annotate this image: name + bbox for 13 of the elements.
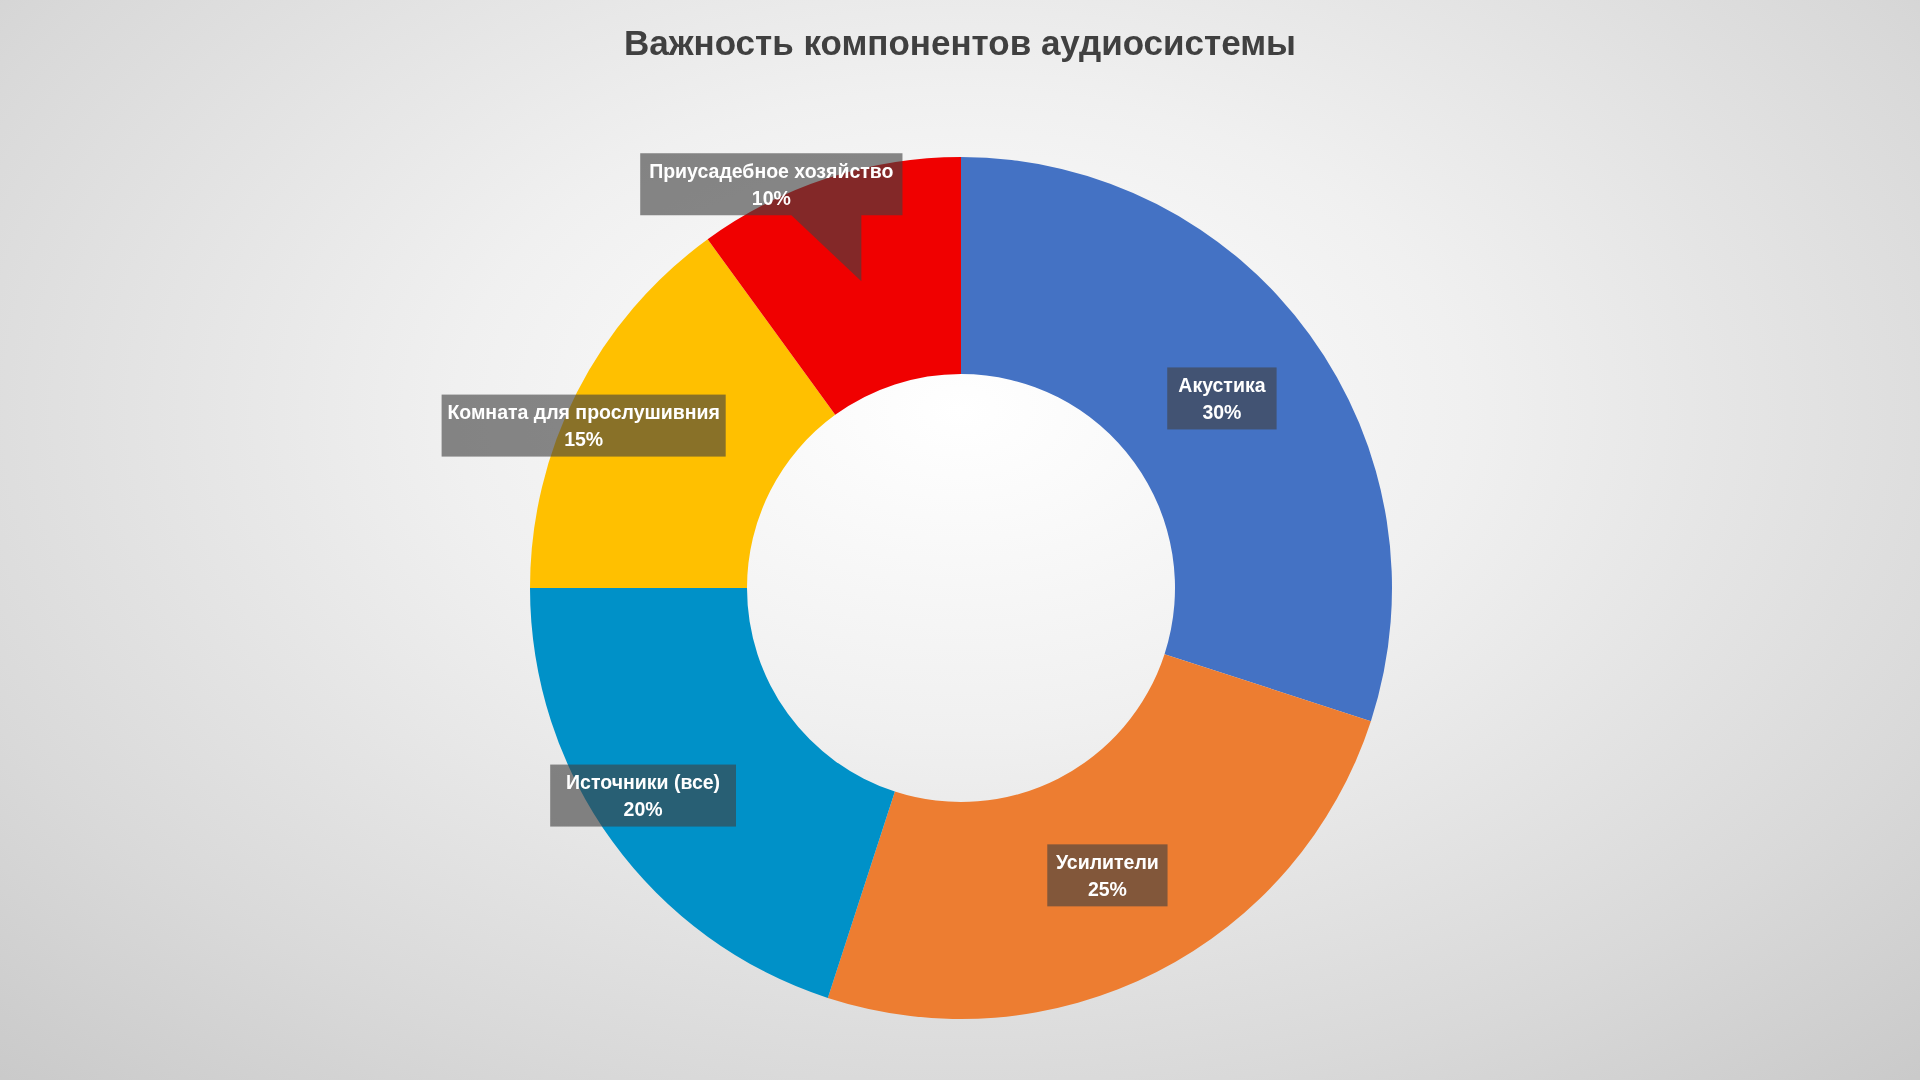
slice-label: Комната для прослушивния (447, 401, 720, 424)
data-label: 15% (564, 428, 604, 451)
donut-slice (530, 239, 836, 588)
data-label: 25% (1087, 877, 1127, 900)
slice-label: Источники (все) (566, 771, 721, 794)
chart-title: Важность компонентов аудиосистемы (623, 22, 1297, 64)
data-label: 20% (623, 798, 663, 821)
donut-slice (961, 157, 1392, 722)
data-label: 30% (1202, 400, 1242, 423)
donut-slice (530, 588, 895, 998)
slice-label: Усилители (1055, 850, 1159, 873)
donut-slice (827, 654, 1371, 1019)
slice-label: Акустика (1178, 373, 1266, 396)
